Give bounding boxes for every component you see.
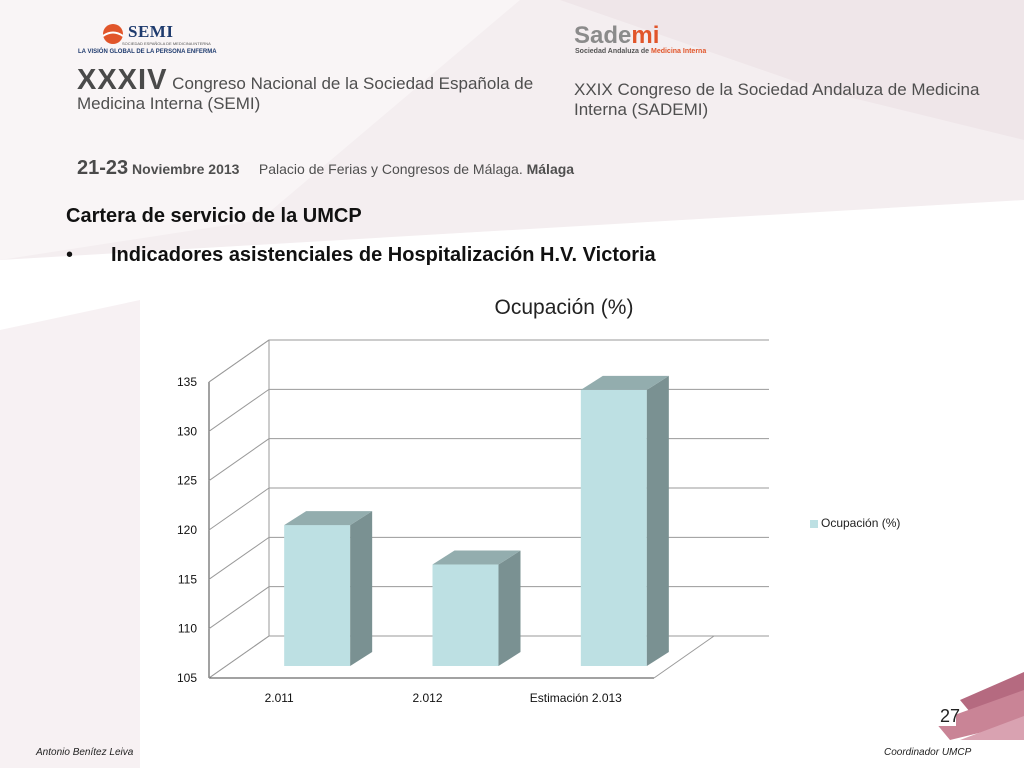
slide-bullet-text: Indicadores asistenciales de Hospitaliza… <box>111 244 656 266</box>
bar-top <box>580 375 669 390</box>
bar-side <box>646 375 669 666</box>
bar-front <box>432 564 499 666</box>
sademi-logo-tagline: Sociedad Andaluza de Medicina Interna <box>575 48 706 55</box>
floor-right-edge <box>653 635 715 679</box>
y-tick-label: 110 <box>178 622 197 636</box>
bar-side <box>498 550 521 666</box>
bar-front <box>284 525 351 666</box>
legend-label: Ocupación (%) <box>821 516 901 530</box>
sademi-tagline-suffix: Medicina Interna <box>650 48 707 55</box>
gridline <box>208 438 769 482</box>
sademi-logo-prefix: Sade <box>574 22 632 49</box>
congress-month: Noviembre 2013 <box>128 161 240 177</box>
congress-dates: 21-23 <box>77 157 129 179</box>
congress-venue: Palacio de Ferias y Congresos de Málaga. <box>258 161 527 177</box>
sademi-congress-title: XXIX Congreso de la Sociedad Andaluza de… <box>574 80 980 119</box>
slide-heading: Cartera de servicio de la UMCP <box>66 205 362 227</box>
semi-congress-text: Congreso Nacional de la Sociedad Español… <box>77 74 534 113</box>
semi-logo-text: SEMI <box>128 22 174 41</box>
gridline <box>208 339 769 383</box>
y-tick-label: 115 <box>178 572 197 586</box>
semi-sun-icon <box>102 24 124 44</box>
y-tick-label: 120 <box>177 523 197 537</box>
sademi-tagline-prefix: Sociedad Andaluza de <box>575 48 651 55</box>
x-category-label: 2.011 <box>265 691 294 705</box>
y-tick-label: 125 <box>177 474 197 488</box>
sademi-logo-suffix: mi <box>631 22 660 49</box>
legend-swatch <box>810 520 818 528</box>
bar-side <box>350 511 373 666</box>
congress-dates-venue: 21-23 Noviembre 2013 Palacio de Ferias y… <box>77 157 574 180</box>
semi-logo-small-text: SOCIEDAD ESPAÑOLA DE MEDICINA INTERNA <box>122 41 211 46</box>
y-tick-label: 135 <box>177 375 197 389</box>
bullet-icon: • <box>66 244 74 266</box>
congress-city: Málaga <box>526 161 575 177</box>
occupancy-chart: 105 110 115 120 125 130 135 2.011 2.012 Estimació… <box>144 282 956 726</box>
chart-plot: 105 110 115 120 125 130 135 2.011 2.012 Estimació… <box>177 339 769 705</box>
bar-top <box>284 511 373 526</box>
x-category-label: Estimación 2.013 <box>530 691 622 705</box>
y-tick-label: 130 <box>177 424 197 438</box>
semi-logo-tagline: LA VISIÓN GLOBAL DE LA PERSONA ENFERMA <box>78 49 217 55</box>
y-tick-label: 105 <box>177 671 197 685</box>
sademi-logo: Sademi <box>574 22 659 50</box>
x-category-label: 2.012 <box>412 691 442 705</box>
chart-title: Ocupación (%) <box>494 296 634 319</box>
page-number: 27 <box>940 706 961 726</box>
gridline <box>208 388 769 432</box>
semi-congress-title: XXXIV Congreso Nacional de la Sociedad E… <box>77 66 537 114</box>
footer-author: Antonio Benítez Leiva <box>36 747 134 758</box>
semi-congress-number: XXXIV <box>77 64 168 96</box>
footer-role: Coordinador UMCP <box>884 747 972 758</box>
bar-top <box>432 550 521 565</box>
bar-front <box>580 389 647 666</box>
